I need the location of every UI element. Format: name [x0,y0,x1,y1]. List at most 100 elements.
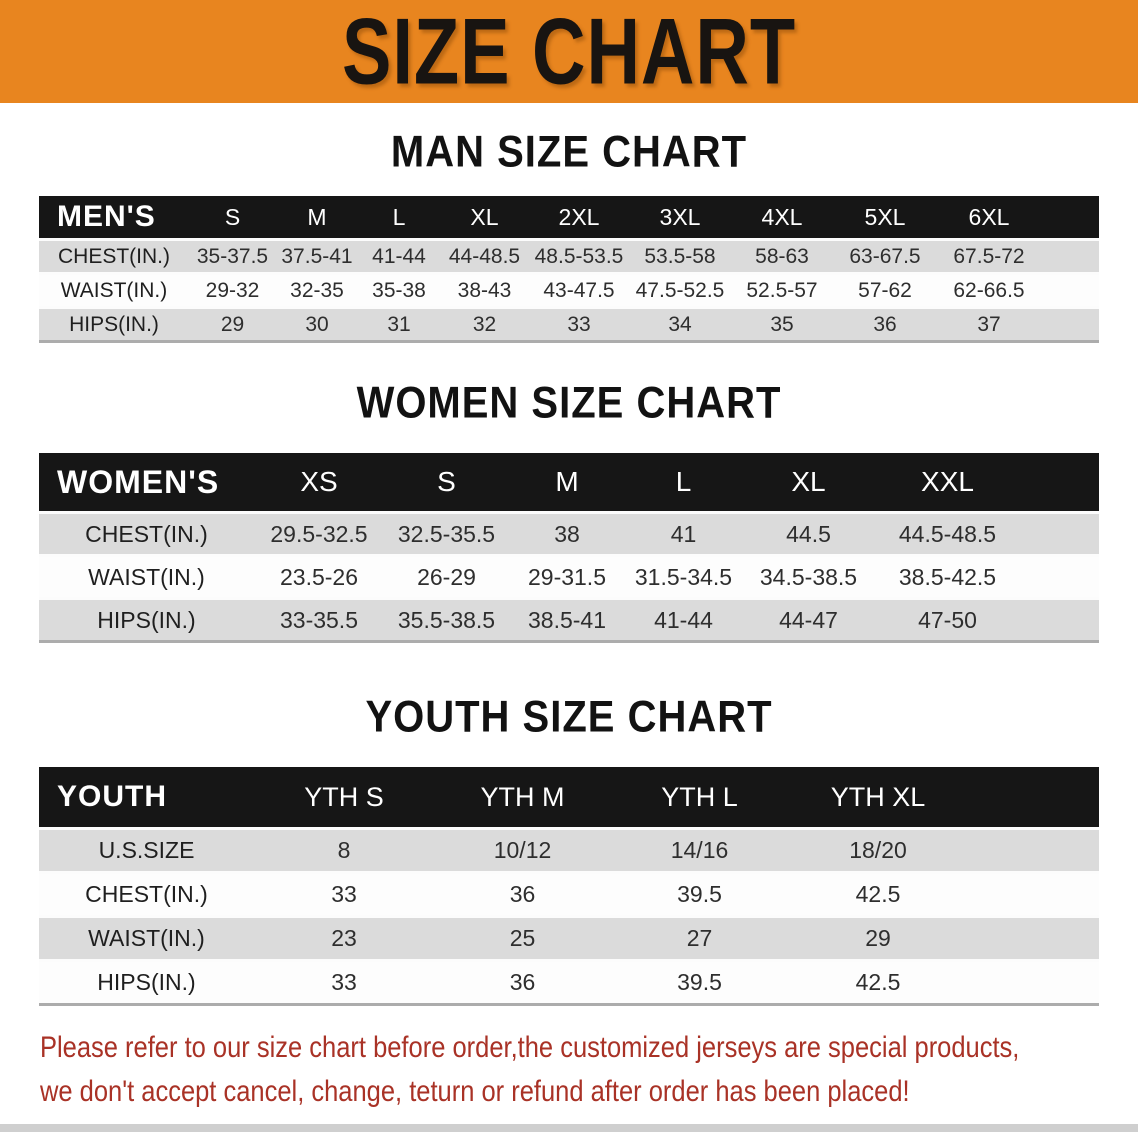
size-value-cell: 47.5-52.5 [629,272,731,306]
size-value-cell: 39.5 [611,871,788,915]
size-column-header: S [189,196,276,238]
disclaimer-line-2: we don't accept cancel, change, teturn o… [40,1075,910,1108]
size-column-header: 4XL [731,196,833,238]
youth-size-table: YOUTH YTH S YTH M YTH L YTH XL U.S.SIZE 8 10/12… [39,767,1099,1006]
size-value-cell: 35-37.5 [189,238,276,272]
size-value-cell: 41-44 [625,597,742,640]
size-value-cell: 44.5-48.5 [875,511,1020,554]
row-label: HIPS(IN.) [39,959,254,1003]
row-label: U.S.SIZE [39,827,254,871]
size-value-cell: 35.5-38.5 [384,597,509,640]
measurement-row: CHEST(IN.) 35-37.5 37.5-41 41-44 44-48.5 48.5… [39,238,1099,272]
size-column-header: XL [440,196,529,238]
size-column-header: XXL [875,453,1020,511]
size-value-cell: 34.5-38.5 [742,554,875,597]
table-header-label: YOUTH [39,767,254,827]
row-spacer-cell [968,915,1099,959]
measurement-row: WAIST(IN.) 29-32 32-35 35-38 38-43 43-47.5 47.… [39,272,1099,306]
size-value-cell: 33-35.5 [254,597,384,640]
size-value-cell: 41 [625,511,742,554]
size-value-cell: 42.5 [788,871,968,915]
size-column-header: 5XL [833,196,937,238]
size-value-cell: 8 [254,827,434,871]
size-column-header: L [625,453,742,511]
size-value-cell: 47-50 [875,597,1020,640]
size-value-cell: 23.5-26 [254,554,384,597]
size-header-row: MEN'S S M L XL 2XL 3XL 4XL 5XL 6XL [39,196,1099,238]
size-value-cell: 44-48.5 [440,238,529,272]
section-title-women: WOMEN SIZE CHART [0,378,1138,427]
size-value-cell: 57-62 [833,272,937,306]
header-spacer-cell [968,767,1099,827]
row-spacer-cell [968,871,1099,915]
row-spacer-cell [968,959,1099,1003]
size-value-cell: 38-43 [440,272,529,306]
size-column-header: M [509,453,625,511]
measurement-row: WAIST(IN.) 23 25 27 29 [39,915,1099,959]
size-value-cell: 32 [440,306,529,340]
size-value-cell: 32-35 [276,272,358,306]
women-table: WOMEN'S XS S M L XL XXL CHEST(IN.) 29.5-32.5 32.5… [39,453,1099,640]
section-title-men: MAN SIZE CHART [0,127,1138,176]
section-title-youth-text: YOUTH SIZE CHART [365,692,773,742]
men-size-table: MEN'S S M L XL 2XL 3XL 4XL 5XL 6XL CHEST(IN.) 35-37… [39,196,1099,343]
size-column-header: M [276,196,358,238]
size-value-cell: 63-67.5 [833,238,937,272]
size-value-cell: 37 [937,306,1041,340]
size-value-cell: 29-31.5 [509,554,625,597]
measurement-row: U.S.SIZE 8 10/12 14/16 18/20 [39,827,1099,871]
size-value-cell: 25 [434,915,611,959]
bottom-edge-strip [0,1124,1138,1132]
size-value-cell: 34 [629,306,731,340]
banner-title: SIZE CHART [341,0,797,104]
row-spacer-cell [1020,554,1099,597]
header-spacer-cell [1020,453,1099,511]
size-value-cell: 37.5-41 [276,238,358,272]
size-value-cell: 43-47.5 [529,272,629,306]
size-value-cell: 44.5 [742,511,875,554]
size-column-header: 2XL [529,196,629,238]
row-spacer-cell [1041,306,1099,340]
row-spacer-cell [1020,511,1099,554]
size-value-cell: 35 [731,306,833,340]
size-value-cell: 36 [434,959,611,1003]
size-value-cell: 36 [434,871,611,915]
disclaimer-text: Please refer to our size chart before or… [0,1026,1138,1114]
size-value-cell: 10/12 [434,827,611,871]
size-column-header: L [358,196,440,238]
men-table: MEN'S S M L XL 2XL 3XL 4XL 5XL 6XL CHEST(IN.) 35-37… [39,196,1099,340]
size-value-cell: 29 [788,915,968,959]
size-value-cell: 67.5-72 [937,238,1041,272]
row-spacer-cell [968,827,1099,871]
measurement-row: WAIST(IN.) 23.5-26 26-29 29-31.5 31.5-34.5 34… [39,554,1099,597]
size-value-cell: 30 [276,306,358,340]
size-column-header: 3XL [629,196,731,238]
women-size-table: WOMEN'S XS S M L XL XXL CHEST(IN.) 29.5-32.5 32.5… [39,453,1099,643]
row-label: CHEST(IN.) [39,238,189,272]
size-value-cell: 36 [833,306,937,340]
measurement-row: CHEST(IN.) 33 36 39.5 42.5 [39,871,1099,915]
size-value-cell: 27 [611,915,788,959]
section-title-youth: YOUTH SIZE CHART [0,692,1138,742]
size-column-header: XL [742,453,875,511]
size-value-cell: 48.5-53.5 [529,238,629,272]
size-value-cell: 42.5 [788,959,968,1003]
size-value-cell: 33 [529,306,629,340]
table-header-label: MEN'S [39,196,189,238]
size-column-header: S [384,453,509,511]
size-value-cell: 32.5-35.5 [384,511,509,554]
size-value-cell: 38.5-42.5 [875,554,1020,597]
size-column-header: YTH L [611,767,788,827]
size-value-cell: 18/20 [788,827,968,871]
size-column-header: YTH XL [788,767,968,827]
measurement-row: HIPS(IN.) 33-35.5 35.5-38.5 38.5-41 41-44 44-… [39,597,1099,640]
size-value-cell: 26-29 [384,554,509,597]
row-label: HIPS(IN.) [39,306,189,340]
size-value-cell: 41-44 [358,238,440,272]
size-header-row: WOMEN'S XS S M L XL XXL [39,453,1099,511]
row-label: WAIST(IN.) [39,915,254,959]
size-value-cell: 33 [254,871,434,915]
size-value-cell: 31.5-34.5 [625,554,742,597]
row-label: HIPS(IN.) [39,597,254,640]
size-value-cell: 33 [254,959,434,1003]
